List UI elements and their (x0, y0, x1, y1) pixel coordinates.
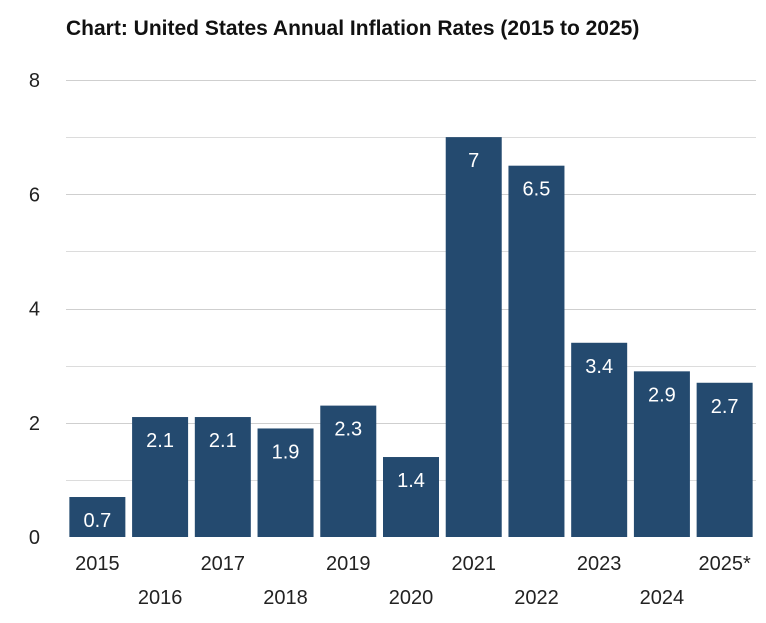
chart-title: Chart: United States Annual Inflation Ra… (66, 17, 640, 40)
data-label: 2.7 (711, 396, 739, 418)
data-label: 2.1 (209, 430, 237, 452)
bar-2023 (571, 342, 628, 537)
x-tick-label: 2015 (75, 553, 120, 575)
bar-2020 (383, 457, 439, 537)
bar-2019 (320, 405, 377, 537)
data-label: 0.7 (83, 510, 111, 532)
data-label: 1.9 (272, 441, 300, 463)
x-tick-label: 2022 (514, 587, 559, 609)
x-axis-ticks: 2015 2016 2017 2018 2019 2020 2021 2022 2023 2024… (75, 553, 751, 609)
x-tick-label: 2024 (640, 587, 685, 609)
data-label: 2.1 (146, 430, 174, 452)
bar-2022 (508, 165, 565, 537)
y-tick-label: 2 (29, 413, 40, 435)
x-tick-label: 2020 (389, 587, 434, 609)
data-label: 7 (468, 150, 479, 172)
data-label: 3.4 (585, 356, 613, 378)
x-tick-label: 2025* (698, 553, 750, 575)
bar-2015 (69, 497, 126, 537)
bar-2017 (194, 417, 251, 537)
bar-2025* (696, 382, 753, 537)
x-tick-label: 2016 (138, 587, 183, 609)
x-tick-label: 2017 (201, 553, 246, 575)
y-tick-label: 0 (29, 527, 40, 549)
data-labels: 0.7 2.1 2.1 1.9 2.3 1.4 7 6.5 3.4 2.9 2.7 (83, 150, 738, 532)
y-tick-label: 4 (29, 299, 40, 321)
bars (69, 137, 753, 537)
data-label: 6.5 (523, 179, 551, 201)
y-tick-label: 8 (29, 70, 40, 92)
x-tick-label: 2023 (577, 553, 622, 575)
bar-2024 (633, 371, 690, 537)
bar-2016 (132, 417, 189, 537)
x-tick-label: 2018 (263, 587, 308, 609)
data-label: 2.9 (648, 384, 676, 406)
x-tick-label: 2021 (451, 553, 496, 575)
x-tick-label: 2019 (326, 553, 371, 575)
bar-2018 (257, 428, 314, 537)
data-label: 2.3 (334, 419, 362, 441)
y-tick-label: 6 (29, 184, 40, 206)
data-label: 1.4 (397, 470, 425, 492)
bar-2021 (445, 137, 502, 537)
y-axis-ticks: 0 2 4 6 8 (29, 70, 40, 549)
